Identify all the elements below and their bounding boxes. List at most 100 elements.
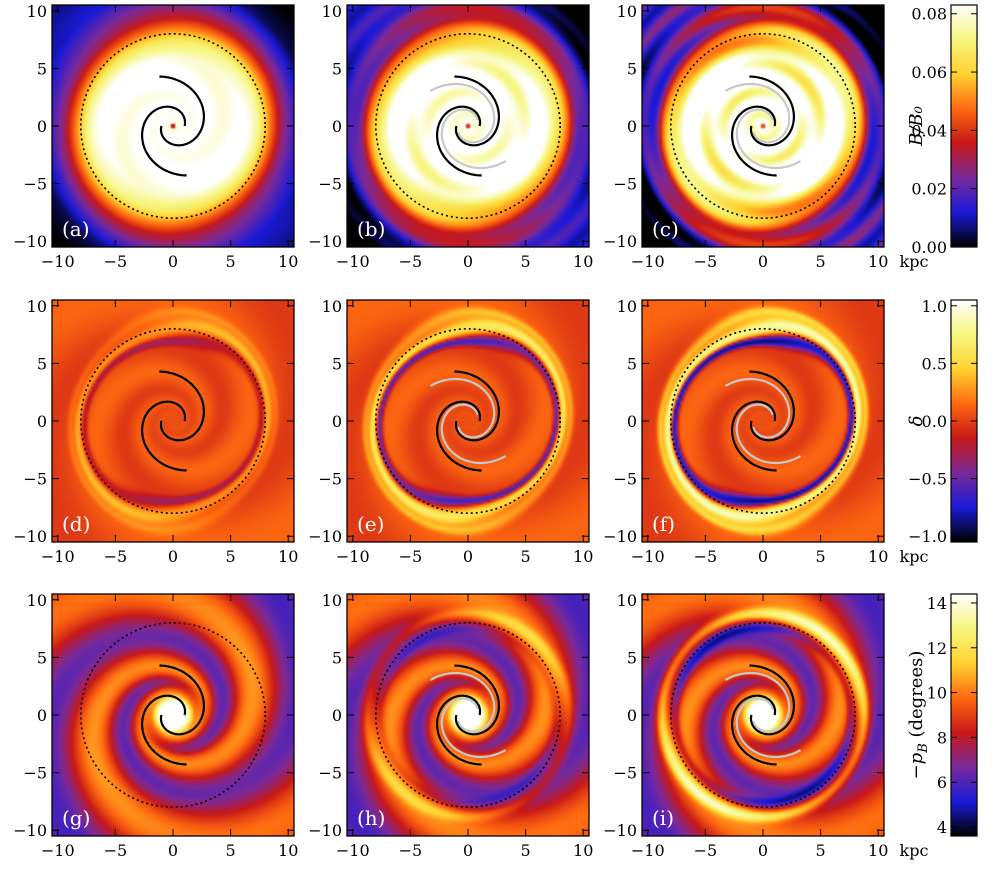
colorbar-tick-label: 14 bbox=[927, 594, 947, 613]
grey-spiral-arm-1 bbox=[440, 697, 507, 759]
y-tick-label: −5 bbox=[613, 470, 637, 489]
colorbar-tick-label: 0.06 bbox=[911, 63, 947, 82]
grey-spiral-arm-2 bbox=[724, 671, 791, 733]
x-tick-label: 0 bbox=[168, 547, 178, 566]
panel-label: (b) bbox=[357, 217, 385, 241]
x-tick-label: 5 bbox=[521, 547, 531, 566]
x-tick-label: −5 bbox=[694, 547, 718, 566]
y-tick-label: −5 bbox=[318, 470, 342, 489]
grey-spiral-arm-1 bbox=[735, 697, 802, 759]
x-tick-label: −5 bbox=[399, 252, 423, 271]
x-tick-label: −5 bbox=[399, 547, 423, 566]
x-tick-label: −5 bbox=[104, 547, 128, 566]
x-tick-label: 0 bbox=[168, 252, 178, 271]
colorbar-label: B/B₀ bbox=[906, 106, 927, 147]
colorbar-2: −1.0 −0.5 0.0 0.5 1.0 δ bbox=[906, 297, 978, 546]
x-tick-label: 5 bbox=[226, 841, 236, 860]
heatmap-image bbox=[52, 594, 294, 836]
y-tick-label: 10 bbox=[27, 2, 47, 21]
panel-label: (i) bbox=[652, 806, 674, 830]
y-tick-label: −5 bbox=[318, 764, 342, 783]
black-spiral-arm-1 bbox=[141, 400, 187, 472]
colorbar-label-sub: B bbox=[916, 743, 931, 754]
black-spiral-arm-1 bbox=[731, 694, 777, 766]
panel-label: (e) bbox=[357, 512, 384, 536]
y-tick-label: 0 bbox=[627, 412, 637, 431]
colorbar-tick-label: 0.04 bbox=[911, 121, 947, 140]
colorbar-3: 4 6 8 10 12 14 −pB (degrees) bbox=[906, 593, 978, 837]
panel-label: (a) bbox=[62, 217, 90, 241]
dotted-circle bbox=[670, 328, 856, 514]
colorbar-label-main: −p bbox=[906, 752, 927, 779]
colorbar-tick-label: 0.0 bbox=[922, 412, 947, 431]
y-tick-label: −5 bbox=[23, 175, 47, 194]
black-spiral-arm-2 bbox=[749, 664, 795, 736]
y-tick-label: −5 bbox=[23, 764, 47, 783]
x-tick-label: 5 bbox=[816, 841, 826, 860]
colorbar-tick-label: −1.0 bbox=[908, 527, 947, 546]
y-tick-label: 10 bbox=[322, 297, 342, 316]
x-tick-label: −5 bbox=[104, 252, 128, 271]
colorbar-label-unit: (degrees) bbox=[906, 651, 927, 744]
heatmap-image bbox=[52, 300, 294, 542]
black-spiral-arm-1 bbox=[436, 105, 482, 177]
colorbar-tick-label: −0.5 bbox=[908, 470, 947, 489]
heatmap-image bbox=[642, 300, 884, 542]
x-tick-label: −5 bbox=[694, 841, 718, 860]
x-tick-label: 10 bbox=[573, 252, 593, 271]
black-spiral-arm-1 bbox=[436, 694, 482, 766]
panel-e: −10−10 −5 −5 0 0 5 5 10 10 (e) bbox=[308, 297, 593, 566]
x-tick-label: 5 bbox=[521, 252, 531, 271]
grey-spiral-arm-2 bbox=[429, 671, 496, 733]
dotted-circle bbox=[375, 622, 561, 808]
panel-b: −10−10 −5 −5 0 0 5 5 10 10 (b) bbox=[308, 2, 593, 271]
grey-spiral-arm-1 bbox=[440, 403, 507, 465]
x-tick-label: −10 bbox=[41, 841, 75, 860]
y-tick-label: 10 bbox=[27, 297, 47, 316]
black-spiral-arm-2 bbox=[454, 664, 500, 736]
x-tick-label: −10 bbox=[41, 252, 75, 271]
overlay-curves bbox=[80, 33, 266, 219]
x-tick-label: 5 bbox=[226, 252, 236, 271]
black-spiral-arm-1 bbox=[436, 400, 482, 472]
y-tick-label: 10 bbox=[617, 2, 637, 21]
colorbar-label-main: δ bbox=[906, 416, 927, 427]
colorbar-tick-label: 0.5 bbox=[922, 354, 947, 373]
x-tick-label: −5 bbox=[399, 841, 423, 860]
y-tick-label: 5 bbox=[332, 59, 342, 78]
panel-label: (h) bbox=[357, 806, 386, 830]
dotted-circle bbox=[80, 622, 266, 808]
black-spiral-arm-2 bbox=[454, 75, 500, 147]
y-tick-label: 5 bbox=[37, 354, 47, 373]
y-tick-label: −10 bbox=[13, 527, 47, 546]
y-tick-label: 0 bbox=[627, 706, 637, 725]
y-tick-label: 10 bbox=[27, 591, 47, 610]
panel-f: −10−10 −5 −5 0 0 5 5 10 10 (f) kpc bbox=[603, 297, 928, 566]
overlay-curves bbox=[670, 328, 856, 514]
panel-label: (c) bbox=[652, 217, 679, 241]
x-axis-unit: kpc bbox=[900, 547, 929, 566]
panel-label: (d) bbox=[62, 512, 90, 536]
overlay-curves bbox=[80, 622, 266, 808]
colorbar-scale bbox=[950, 593, 978, 837]
panel-c: −10−10 −5 −5 0 0 5 5 10 10 (c) kpc bbox=[603, 2, 928, 271]
x-tick-label: 0 bbox=[463, 547, 473, 566]
x-tick-label: −5 bbox=[694, 252, 718, 271]
y-tick-label: −10 bbox=[308, 821, 342, 840]
y-tick-label: 10 bbox=[617, 297, 637, 316]
grey-spiral-arm-1 bbox=[735, 108, 802, 170]
x-tick-label: 0 bbox=[168, 841, 178, 860]
overlay-curves bbox=[80, 328, 266, 514]
colorbar-tick-label: 8 bbox=[937, 728, 947, 747]
overlay-curves bbox=[375, 328, 561, 514]
black-spiral-arm-1 bbox=[141, 105, 187, 177]
overlay-curves bbox=[670, 622, 856, 808]
grey-spiral-arm-1 bbox=[735, 403, 802, 465]
y-tick-label: −5 bbox=[23, 470, 47, 489]
colorbar-tick-label: 0.00 bbox=[911, 238, 947, 257]
x-tick-label: −10 bbox=[631, 841, 665, 860]
y-tick-label: 0 bbox=[37, 117, 47, 136]
y-tick-label: 5 bbox=[627, 59, 637, 78]
heatmap-image bbox=[52, 5, 294, 247]
